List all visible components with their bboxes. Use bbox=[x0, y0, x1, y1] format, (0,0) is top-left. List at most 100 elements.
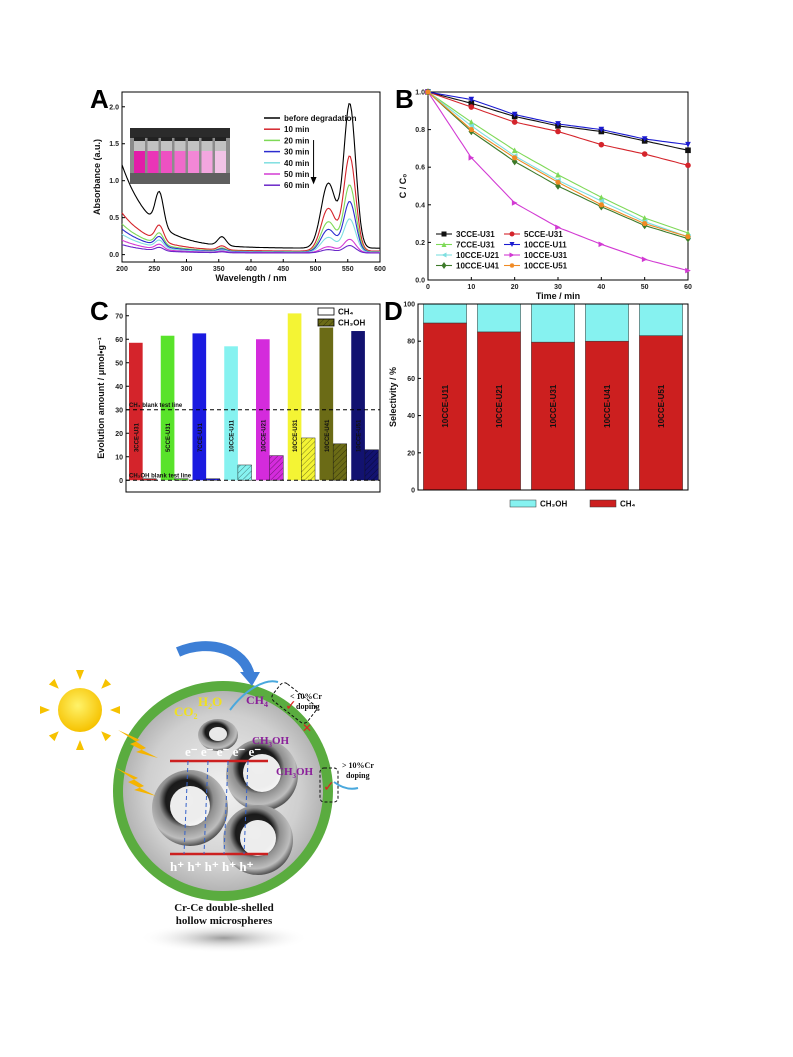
vial-cap bbox=[201, 137, 213, 141]
bar-ch3oh bbox=[174, 478, 189, 481]
reference-line-label: CH₃OH blank test line bbox=[129, 473, 192, 479]
bar-category-label: 10CCE-U41 bbox=[603, 384, 612, 428]
vial-glass bbox=[201, 141, 213, 151]
bar-category-label: 7CCE-U31 bbox=[198, 422, 204, 452]
data-point bbox=[685, 267, 691, 274]
x-tick-label: 20 bbox=[511, 284, 519, 291]
vial-glass bbox=[147, 141, 159, 151]
bar-ch3oh bbox=[585, 303, 629, 342]
series-line bbox=[427, 91, 689, 238]
transfer-lines bbox=[183, 760, 249, 855]
panel-label-d: D bbox=[384, 296, 403, 326]
chart-c: 0 10 20 30 40 50 60 70 Evolution amount / μmol•g… bbox=[96, 298, 388, 513]
vial-solution bbox=[134, 151, 145, 173]
data-point bbox=[641, 151, 648, 157]
series-line bbox=[427, 91, 689, 234]
y-tick-label: 0.2 bbox=[415, 240, 425, 247]
vial-solution bbox=[161, 151, 172, 173]
bar-category-label: 3CCE-U31 bbox=[134, 422, 140, 452]
bar-category-label: 10CCE-U31 bbox=[293, 419, 299, 452]
bar-ch3oh bbox=[639, 303, 683, 336]
chart-b: 0 10 20 30 40 50 60 0.0 0.2 0.4 0.6 0.8 1.0 Time / mi… bbox=[398, 86, 698, 306]
data-point bbox=[598, 141, 605, 148]
data-point bbox=[511, 200, 518, 206]
x-axis-label: Wavelength / nm bbox=[215, 273, 286, 283]
legend-label: 7CCE-U31 bbox=[456, 241, 495, 250]
y-tick-label: 40 bbox=[115, 384, 123, 391]
data-point bbox=[598, 241, 605, 248]
panel-label-a: A bbox=[90, 84, 109, 114]
hollow-sphere bbox=[152, 770, 228, 846]
schematic-caption-2: hollow microspheres bbox=[176, 915, 273, 927]
bar-category-label: 10CCE-U11 bbox=[441, 384, 450, 427]
x-tick-label: 250 bbox=[148, 266, 160, 273]
data-point bbox=[641, 136, 648, 142]
data-point bbox=[468, 155, 475, 161]
cycle-arrow-icon bbox=[175, 641, 255, 678]
vial-caps bbox=[130, 128, 230, 138]
plot-frame bbox=[125, 303, 381, 493]
low-doping-label-2: doping bbox=[296, 702, 320, 711]
hole-label: h⁺ h⁺ h⁺ h⁺ h⁺ bbox=[170, 859, 254, 874]
bar-ch3oh bbox=[269, 455, 284, 481]
chart-b-svg: 0 10 20 30 40 50 60 0.0 0.2 0.4 0.6 0.8 1.0 Time / mi… bbox=[398, 88, 692, 301]
data-point bbox=[441, 262, 447, 269]
y-tick-label: 10 bbox=[115, 454, 123, 461]
y-axis-label: Selectivity / % bbox=[388, 367, 398, 427]
electron-label: e⁻ e⁻ e⁻ e⁻ e⁻ bbox=[185, 744, 261, 759]
data-point bbox=[555, 171, 561, 178]
chart-a: 200 250 300 350 400 450 500 550 600 0.0 0.5 1.0 1.5 2… bbox=[92, 86, 388, 306]
data-point bbox=[641, 215, 648, 221]
bar-ch4 bbox=[639, 335, 683, 491]
bar-ch3oh bbox=[477, 303, 521, 333]
bar-ch4 bbox=[224, 346, 238, 481]
bar-ch4 bbox=[160, 335, 175, 481]
vial-glass bbox=[188, 141, 199, 151]
vial-cap bbox=[147, 137, 159, 141]
bar-ch3oh bbox=[332, 443, 348, 481]
legend-label: 60 min bbox=[284, 181, 309, 190]
data-point bbox=[641, 256, 648, 263]
legend-label: 40 min bbox=[284, 159, 309, 168]
series-line bbox=[427, 91, 689, 240]
chart-c-svg: 0 10 20 30 40 50 60 70 Evolution amount / μmol•g… bbox=[96, 303, 381, 493]
panel-label-b: B bbox=[395, 84, 414, 114]
vial-glass bbox=[161, 141, 172, 151]
data-point bbox=[468, 100, 475, 107]
data-point bbox=[511, 147, 518, 154]
data-point bbox=[441, 252, 447, 258]
data-point bbox=[511, 111, 518, 118]
hollow-sphere bbox=[198, 719, 238, 751]
data-point bbox=[511, 119, 518, 125]
bar-ch4 bbox=[129, 342, 143, 481]
data-point bbox=[641, 221, 648, 227]
legend-swatch bbox=[589, 499, 617, 508]
data-point bbox=[441, 231, 447, 237]
inset-vial-photo bbox=[130, 128, 230, 184]
y-tick-label: 50 bbox=[115, 360, 123, 367]
y-tick-label: 20 bbox=[115, 431, 123, 438]
vial-glass bbox=[174, 141, 186, 151]
x-tick-label: 350 bbox=[213, 266, 225, 273]
light-bolt-icon bbox=[118, 730, 158, 758]
bar-category-label: 10CCE-U41 bbox=[325, 419, 331, 452]
vial-solution bbox=[201, 151, 213, 173]
light-bolt-icon bbox=[116, 768, 156, 796]
check-icon: ✓ bbox=[323, 778, 335, 794]
decrease-arrowhead bbox=[310, 177, 317, 185]
schematic-caption-1: Cr-Ce double-shelled bbox=[174, 902, 274, 914]
high-doping-channel: ✓ bbox=[319, 767, 339, 803]
y-tick-label: 60 bbox=[115, 337, 123, 344]
bar-category-label: 10CCE-U51 bbox=[657, 384, 666, 428]
data-point bbox=[468, 96, 475, 103]
low-doping-channel: ✓ ✕ bbox=[271, 682, 317, 735]
data-point bbox=[468, 104, 475, 110]
y-axis-label: C / C₀ bbox=[398, 174, 408, 199]
legend-label: 10CCE-U31 bbox=[524, 251, 568, 260]
ch3oh-inner-label: CH3OH bbox=[252, 735, 290, 749]
ch4-label: CH4 bbox=[246, 693, 268, 709]
h2o-label: H2O bbox=[198, 694, 222, 711]
data-point bbox=[555, 179, 561, 185]
bar-category-label: 10CCE-U11 bbox=[230, 419, 236, 452]
data-point bbox=[509, 231, 515, 237]
